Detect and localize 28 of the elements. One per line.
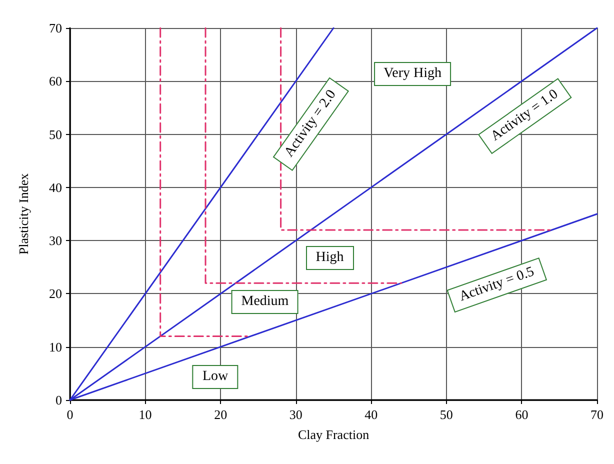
x-tick-label: 10 [138, 407, 152, 422]
y-tick-label: 50 [49, 126, 62, 142]
text-box: High [306, 246, 354, 270]
x-tick-label: 50 [440, 407, 453, 422]
y-axis-title: Plasticity Index [16, 172, 31, 255]
y-tick-label: 10 [49, 339, 62, 354]
x-tick-label: 0 [66, 407, 74, 422]
x-tick-label: 20 [214, 407, 228, 422]
text-box: Activity = 0.5 [446, 257, 548, 312]
annotation: Medium [241, 294, 289, 309]
annotation: Low [202, 369, 228, 384]
x-tick-label: 60 [515, 407, 528, 422]
x-axis-title: Clay Fraction [298, 427, 370, 442]
y-tick-label: 60 [49, 74, 62, 89]
y-tick-label: 30 [49, 233, 62, 248]
y-tick-label: 70 [49, 20, 62, 36]
text-box: Low [192, 365, 238, 390]
y-tick-label: 0 [56, 392, 62, 408]
annotation: Activity = 0.5 [457, 264, 536, 304]
x-tick-label: 40 [364, 407, 378, 422]
annotation: High [316, 250, 344, 266]
y-tick-label: 40 [49, 180, 62, 195]
text-box: Very High [374, 62, 452, 86]
x-tick-label: 30 [289, 407, 302, 422]
y-tick-label: 20 [49, 286, 62, 302]
x-tick-label: 70 [590, 407, 604, 422]
annotation: Very High [384, 66, 442, 81]
text-box: Medium [231, 290, 299, 314]
